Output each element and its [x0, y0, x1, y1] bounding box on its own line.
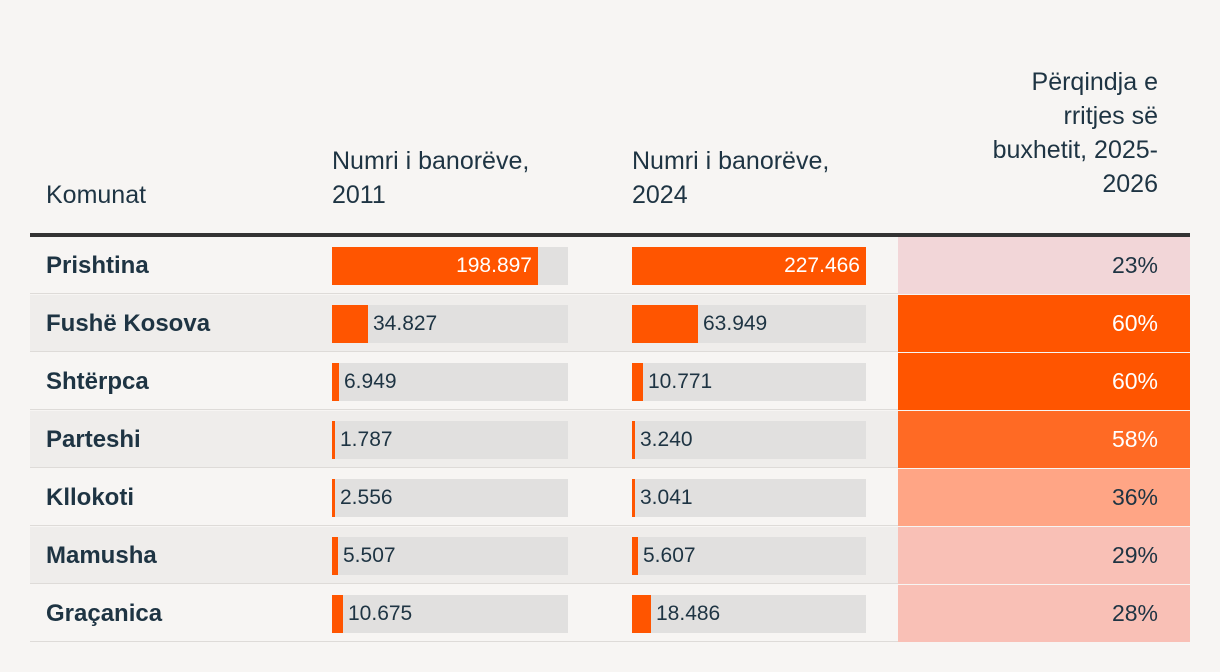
- table-row: Fushë Kosova 34.827 63.949 60%: [30, 295, 1190, 352]
- population-bar: [632, 537, 638, 575]
- table-row: Graçanica 10.675 18.486 28%: [30, 585, 1190, 642]
- header-population-2011: Numri i banorëve, 2011: [332, 147, 530, 209]
- population-bar: [332, 595, 343, 633]
- population-value: 6.949: [344, 370, 397, 393]
- population-value: 198.897: [456, 254, 532, 277]
- population-bar: [332, 247, 538, 285]
- table-row: Prishtina 198.897 227.466 23%: [30, 237, 1190, 294]
- population-bar-track: 5.507: [332, 537, 568, 575]
- population-bar: [632, 595, 651, 633]
- population-bar-track: 34.827: [332, 305, 568, 343]
- budget-growth-cell: 36%: [898, 469, 1190, 526]
- population-bar: [332, 479, 335, 517]
- table-row: Mamusha 5.507 5.607 29%: [30, 527, 1190, 584]
- population-bar-track: 10.771: [632, 363, 866, 401]
- budget-growth-cell: 60%: [898, 353, 1190, 410]
- population-value: 10.771: [648, 370, 713, 393]
- population-value: 5.507: [343, 544, 396, 567]
- population-value: 18.486: [656, 602, 721, 625]
- population-value: 3.041: [640, 486, 693, 509]
- population-bar-track: 227.466: [632, 247, 866, 285]
- municipality-name: Prishtina: [46, 252, 149, 279]
- population-value: 5.607: [643, 544, 696, 567]
- population-value: 63.949: [703, 312, 768, 335]
- population-bar-track: 1.787: [332, 421, 568, 459]
- budget-growth-cell: 58%: [898, 411, 1190, 468]
- municipality-name: Graçanica: [46, 600, 163, 627]
- budget-growth-cell: 29%: [898, 527, 1190, 584]
- population-bar: [632, 305, 698, 343]
- budget-growth-cell: 60%: [898, 295, 1190, 352]
- municipality-name: Parteshi: [46, 426, 141, 453]
- population-bar: [332, 305, 368, 343]
- population-budget-table: Komunat Numri i banorëve, 2011 Numri i b…: [30, 0, 1190, 672]
- population-bar-track: 18.486: [632, 595, 866, 633]
- municipality-name: Mamusha: [46, 542, 157, 569]
- population-value: 2.556: [340, 486, 393, 509]
- population-value: 227.466: [784, 254, 860, 277]
- population-value: 3.240: [640, 428, 693, 451]
- header-rule: [30, 233, 1190, 237]
- budget-growth-cell: 23%: [898, 237, 1190, 294]
- population-bar: [332, 537, 338, 575]
- population-bar-track: 2.556: [332, 479, 568, 517]
- population-bar-track: 5.607: [632, 537, 866, 575]
- population-value: 10.675: [348, 602, 413, 625]
- table-row: Shtërpca 6.949 10.771 60%: [30, 353, 1190, 410]
- municipality-name: Shtërpca: [46, 368, 149, 395]
- population-bar-track: 3.041: [632, 479, 866, 517]
- population-bar: [632, 421, 635, 459]
- population-value: 1.787: [340, 428, 393, 451]
- population-bar: [332, 363, 339, 401]
- population-bar: [332, 421, 335, 459]
- population-bar: [632, 363, 643, 401]
- municipality-name: Fushë Kosova: [46, 310, 211, 337]
- population-bar: [632, 479, 635, 517]
- table-row: Kllokoti 2.556 3.041 36%: [30, 469, 1190, 526]
- table-row: Parteshi 1.787 3.240 58%: [30, 411, 1190, 468]
- municipality-name: Kllokoti: [46, 484, 134, 511]
- population-bar-track: 10.675: [332, 595, 568, 633]
- population-bar-track: 63.949: [632, 305, 866, 343]
- population-value: 34.827: [373, 312, 438, 335]
- population-bar-track: 198.897: [332, 247, 568, 285]
- header-municipality: Komunat: [46, 181, 147, 209]
- population-bar-track: 3.240: [632, 421, 866, 459]
- budget-growth-cell: 28%: [898, 585, 1190, 642]
- header-population-2024: Numri i banorëve, 2024: [632, 147, 830, 209]
- population-bar: [632, 247, 866, 285]
- population-bar-track: 6.949: [332, 363, 568, 401]
- header-budget-growth: Përqindja e rritjes së buxhetit, 2025- 2…: [992, 68, 1158, 198]
